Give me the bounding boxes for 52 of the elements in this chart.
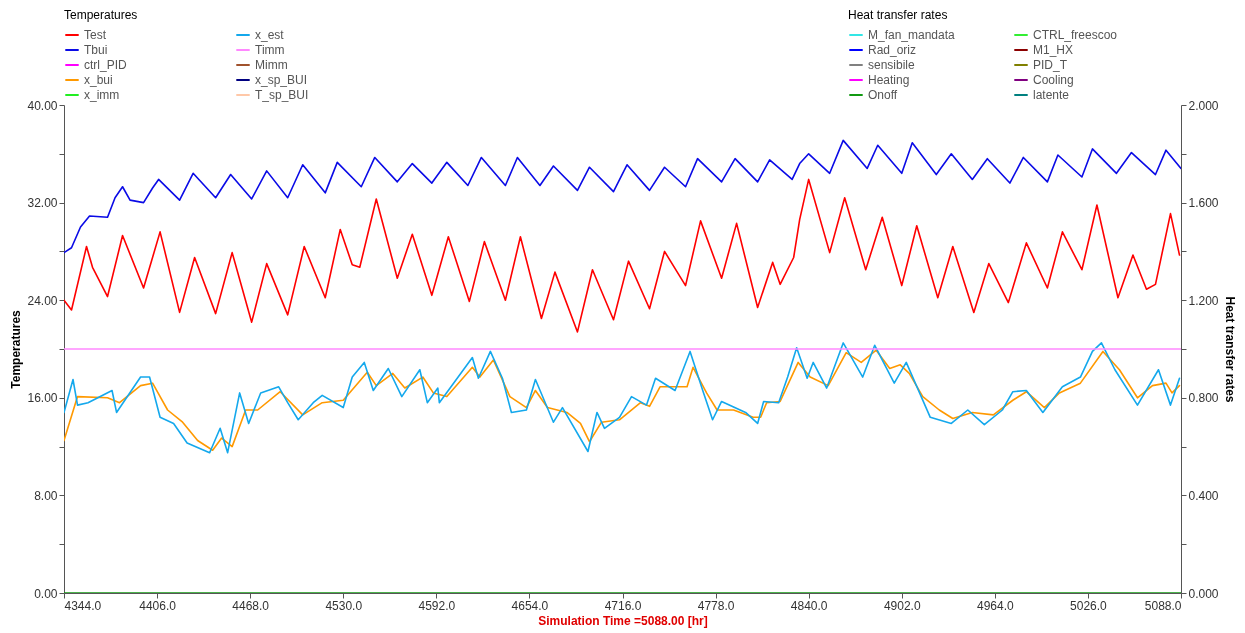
legend-label: M_fan_mandata bbox=[868, 28, 956, 42]
x-axis-title: Simulation Time =5088.00 [hr] bbox=[538, 613, 708, 628]
x-tick-label: 4716.0 bbox=[604, 598, 642, 613]
x-tick-label: 4592.0 bbox=[418, 598, 456, 613]
y-tick-label: 0.00 bbox=[34, 586, 58, 601]
legend-label: Rad_oriz bbox=[868, 43, 917, 57]
legend-label: PID_T bbox=[1033, 58, 1068, 72]
y2-tick-label: 0.400 bbox=[1188, 488, 1219, 503]
text: Temperatures bbox=[64, 8, 138, 22]
y2-tick-label: 1.200 bbox=[1188, 293, 1219, 308]
y-tick-label: 40.00 bbox=[27, 98, 58, 113]
legend-label: T_sp_BUI bbox=[255, 88, 309, 102]
legend-label: Tbui bbox=[84, 43, 108, 57]
legend-label: x_bui bbox=[84, 73, 113, 87]
legend-label: CTRL_freescoo bbox=[1033, 28, 1118, 42]
x-tick-label: 4530.0 bbox=[325, 598, 363, 613]
y2-tick-label: 2.000 bbox=[1188, 98, 1219, 113]
legend-label: Mimm bbox=[255, 58, 288, 72]
y-tick-label: 24.00 bbox=[27, 293, 58, 308]
y2-tick-label: 0.000 bbox=[1188, 586, 1219, 601]
x-tick-label: 4778.0 bbox=[697, 598, 735, 613]
x-tick-label: 4840.0 bbox=[790, 598, 828, 613]
legend-label: x_est bbox=[255, 28, 285, 42]
line-series bbox=[64, 178, 1181, 333]
legend-label: x_sp_BUI bbox=[255, 73, 308, 87]
x-tick-label: 4468.0 bbox=[232, 598, 270, 613]
y-axis-title: Temperatures bbox=[9, 309, 24, 389]
legend-label: latente bbox=[1033, 88, 1070, 102]
legend-label: ctrl_PID bbox=[84, 58, 128, 72]
x-tick-label: 5088.0 bbox=[1144, 598, 1182, 613]
y-tick-label: 32.00 bbox=[27, 196, 58, 211]
y-tick-label: 16.00 bbox=[27, 391, 58, 406]
line-series bbox=[64, 139, 1181, 254]
legend-label: x_imm bbox=[84, 88, 120, 102]
text: Heat transfer rates bbox=[848, 8, 948, 22]
legend-label: Test bbox=[84, 28, 107, 42]
y2-tick-label: 1.600 bbox=[1188, 196, 1219, 211]
legend-label: Cooling bbox=[1033, 73, 1074, 87]
legend-label: Heating bbox=[868, 73, 910, 87]
x-tick-label: 4344.0 bbox=[64, 598, 102, 613]
x-tick-label: 4964.0 bbox=[976, 598, 1015, 613]
legend-label: Onoff bbox=[868, 88, 898, 102]
y2-tick-label: 0.800 bbox=[1188, 391, 1219, 406]
y-tick-label: 8.00 bbox=[34, 488, 58, 503]
x-tick-label: 4406.0 bbox=[139, 598, 177, 613]
x-tick-label: 4902.0 bbox=[883, 598, 921, 613]
legend-label: sensibile bbox=[868, 58, 916, 72]
legend-label: Timm bbox=[255, 43, 285, 57]
y2-axis-title: Heat transfer rates bbox=[1222, 296, 1237, 403]
x-tick-label: 5026.0 bbox=[1070, 598, 1108, 613]
legend-label: M1_HX bbox=[1033, 43, 1074, 57]
x-tick-label: 4654.0 bbox=[511, 598, 549, 613]
